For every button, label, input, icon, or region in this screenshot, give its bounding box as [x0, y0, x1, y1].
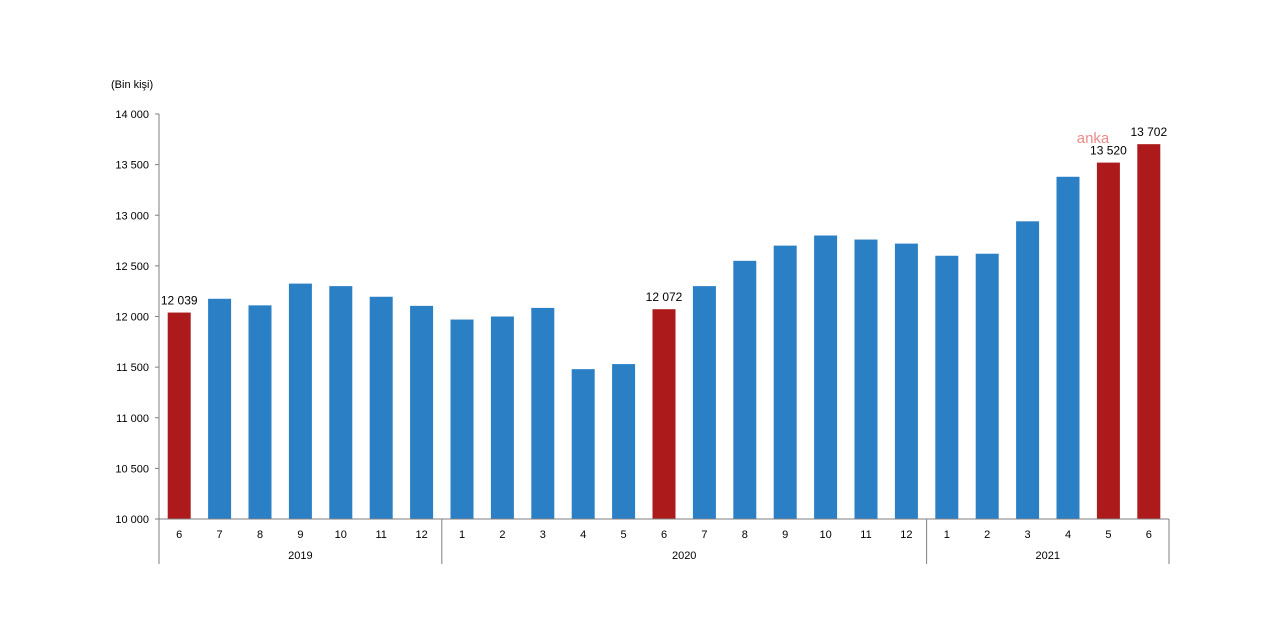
- bar: [1056, 176, 1080, 519]
- x-tick-label: 10: [335, 529, 347, 541]
- x-tick-label: 4: [580, 529, 586, 541]
- x-tick-label: 5: [1105, 529, 1111, 541]
- y-tick-label: 13 000: [115, 210, 149, 222]
- y-tick-label: 10 000: [115, 514, 149, 526]
- bar: [692, 286, 716, 519]
- x-tick-label: 11: [375, 529, 386, 541]
- y-tick-label: 14 000: [115, 109, 149, 121]
- x-tick-label: 1: [459, 529, 465, 541]
- bar: [1016, 221, 1040, 519]
- x-tick-label: 6: [1146, 529, 1152, 541]
- bar: [167, 312, 191, 519]
- group-label: 2019: [288, 550, 312, 562]
- bar: [652, 309, 676, 519]
- bar: [369, 296, 393, 519]
- y-tick-label: 11 500: [116, 362, 149, 374]
- bar: [571, 369, 595, 519]
- x-tick-label: 8: [742, 529, 748, 541]
- bar: [975, 253, 999, 519]
- x-tick-label: 3: [540, 529, 546, 541]
- bar: [208, 298, 232, 519]
- bar: [773, 245, 797, 519]
- group-label: 2020: [672, 550, 696, 562]
- bar: [531, 307, 555, 519]
- bar: [935, 255, 959, 519]
- x-tick-label: 11: [860, 529, 871, 541]
- bar: [894, 243, 918, 519]
- x-tick-label: 5: [621, 529, 627, 541]
- x-tick-label: 3: [1025, 529, 1031, 541]
- y-axis-unit-label: (Bin kişi): [111, 79, 153, 91]
- x-tick-label: 1: [944, 529, 950, 541]
- bar: [1137, 144, 1161, 520]
- group-label: 2021: [1036, 550, 1060, 562]
- bar: [450, 319, 474, 519]
- x-tick-label: 10: [819, 529, 831, 541]
- bar: [1096, 162, 1120, 519]
- x-tick-label: 6: [176, 529, 182, 541]
- bar: [410, 305, 434, 519]
- x-tick-label: 6: [661, 529, 667, 541]
- bar: [248, 305, 272, 519]
- y-tick-label: 13 500: [115, 160, 149, 172]
- bar: [329, 286, 353, 519]
- x-tick-label: 2: [984, 529, 990, 541]
- data-label: 12 072: [646, 290, 683, 304]
- x-tick-label: 9: [782, 529, 788, 541]
- x-tick-label: 12: [900, 529, 912, 541]
- y-tick-label: 11 000: [116, 413, 149, 425]
- x-tick-label: 2: [499, 529, 505, 541]
- x-tick-label: 4: [1065, 529, 1071, 541]
- bar: [814, 235, 838, 519]
- data-label: 13 702: [1130, 125, 1167, 139]
- y-axis: 10 000 10 500 11 000 11 500 12 000 12 500 13 0…: [115, 109, 160, 526]
- x-tick-label: 8: [257, 529, 263, 541]
- y-tick-label: 12 000: [115, 312, 149, 324]
- y-tick-label: 10 500: [115, 463, 149, 475]
- x-tick-label: 12: [415, 529, 427, 541]
- bar: [733, 260, 757, 519]
- watermark-logo: anka: [1077, 130, 1110, 147]
- data-label: 13 520: [1090, 144, 1127, 158]
- bar: [288, 283, 312, 519]
- x-tick-label: 9: [297, 529, 303, 541]
- x-tick-label: 7: [701, 529, 707, 541]
- bar: [612, 364, 636, 519]
- y-tick-label: 12 500: [115, 261, 149, 273]
- x-tick-label: 7: [217, 529, 223, 541]
- bar: [490, 316, 514, 519]
- bar: [854, 239, 878, 520]
- data-label: 12 039: [161, 294, 198, 308]
- bars: [167, 144, 1161, 520]
